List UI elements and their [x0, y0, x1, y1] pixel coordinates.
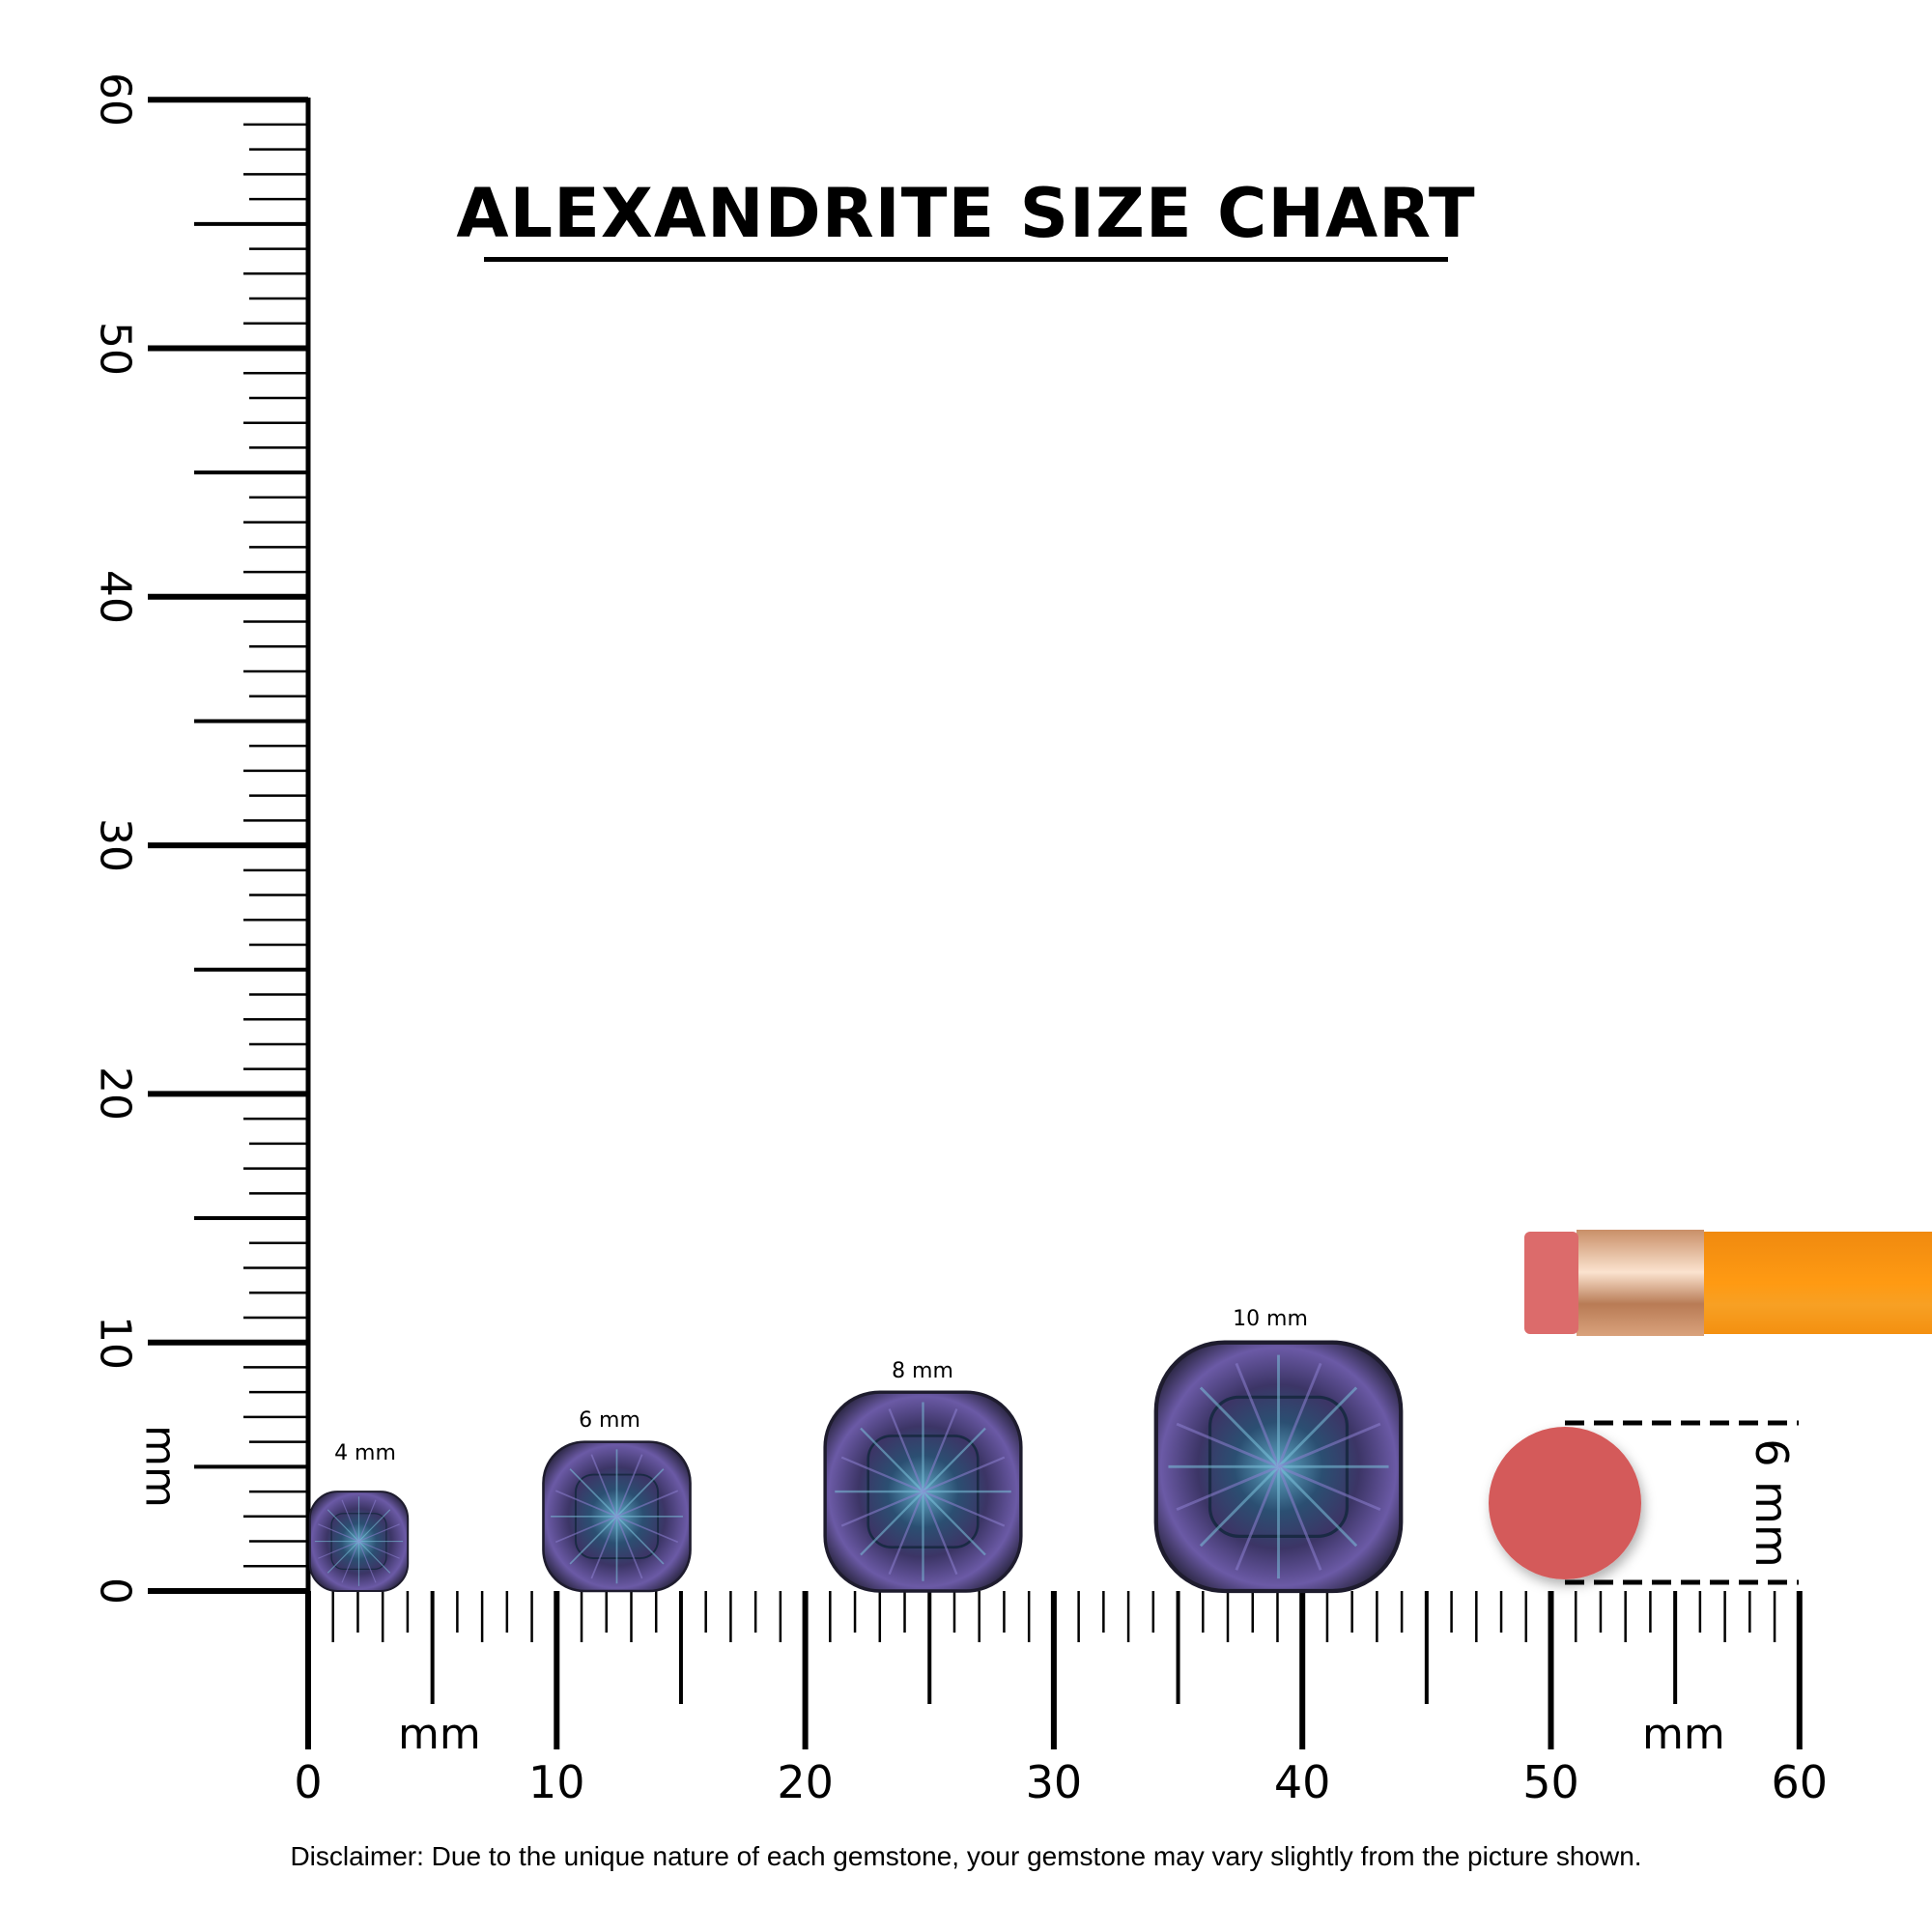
y-tick-label: 40 — [90, 569, 140, 624]
gem-8mm — [823, 1390, 1023, 1593]
x-tick-label: 30 — [1025, 1756, 1083, 1808]
x-unit-label-right: mm — [1642, 1710, 1725, 1759]
gem-label-10mm: 10 mm — [1233, 1307, 1308, 1331]
y-unit-label: mm — [135, 1425, 185, 1508]
pencil-ferrule — [1577, 1230, 1704, 1336]
x-tick-label: 10 — [528, 1756, 585, 1808]
pencil-body — [1681, 1232, 1932, 1334]
gem-label-4mm: 4 mm — [334, 1441, 396, 1465]
gem-label-8mm: 8 mm — [892, 1359, 953, 1383]
x-tick-label: 60 — [1771, 1756, 1829, 1808]
y-tick-label: 60 — [90, 72, 140, 128]
disclaimer-text: Disclaimer: Due to the unique nature of … — [290, 1841, 1642, 1871]
page-title: ALEXANDRITE SIZE CHART — [456, 174, 1476, 253]
gem-10mm — [1153, 1340, 1404, 1594]
y-tick-label: 0 — [90, 1577, 140, 1605]
y-tick-label: 10 — [90, 1315, 140, 1370]
y-tick-label: 30 — [90, 818, 140, 873]
y-tick-label: 20 — [90, 1066, 140, 1122]
gem-4mm — [308, 1491, 410, 1592]
gem-label-6mm: 6 mm — [579, 1408, 640, 1433]
x-unit-label: mm — [398, 1710, 481, 1759]
reference-size-label: 6 mm — [1746, 1438, 1798, 1568]
eraser-reference-circle — [1489, 1427, 1641, 1579]
x-tick-label: 0 — [294, 1756, 323, 1808]
pencil-eraser — [1524, 1232, 1578, 1334]
x-tick-label: 40 — [1273, 1756, 1331, 1808]
x-tick-label: 50 — [1522, 1756, 1579, 1808]
gem-6mm — [542, 1440, 692, 1593]
gems-group — [308, 1340, 1404, 1594]
x-tick-label: 20 — [777, 1756, 834, 1808]
y-tick-label: 50 — [90, 321, 140, 376]
pencil-image — [1524, 1230, 1932, 1336]
title-underline — [484, 257, 1448, 262]
ruler-ticks — [148, 97, 1803, 1749]
